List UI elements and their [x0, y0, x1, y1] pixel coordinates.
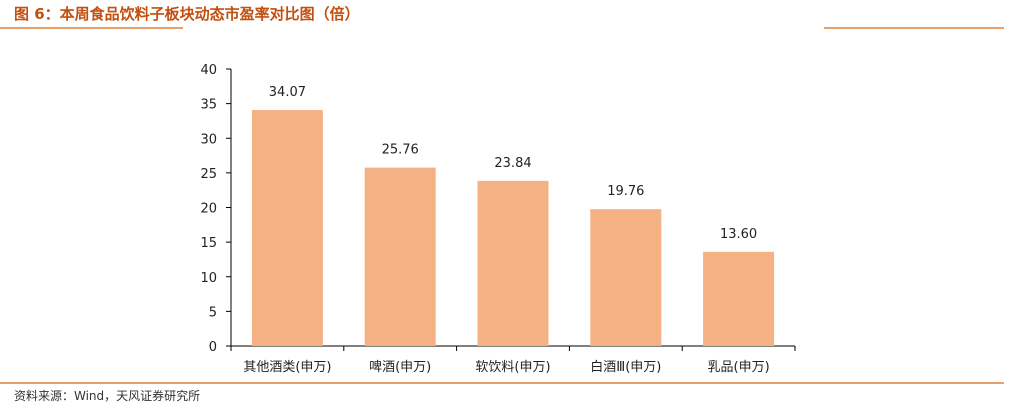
footer-rule	[0, 382, 1004, 384]
source-note: 资料来源：Wind，天风证券研究所	[14, 389, 201, 403]
bar	[477, 180, 549, 346]
bar	[251, 110, 323, 346]
data-label: 23.84	[494, 156, 531, 171]
y-tick-label: 25	[200, 167, 217, 182]
title-underline-left	[0, 27, 183, 29]
data-label: 19.76	[607, 184, 644, 199]
x-tick-label: 啤酒(申万)	[369, 360, 431, 375]
y-tick-label: 30	[200, 132, 217, 147]
x-tick-label: 软饮料(申万)	[475, 360, 550, 375]
y-tick-label: 40	[200, 63, 217, 78]
title-underline-right	[824, 27, 1004, 29]
bar	[590, 209, 662, 346]
data-label: 13.60	[720, 227, 757, 242]
data-label: 34.07	[269, 85, 306, 100]
x-tick-label: 乳品(申万)	[708, 360, 770, 375]
data-label: 25.76	[382, 143, 419, 158]
bar	[364, 167, 436, 346]
figure-title: 图 6：本周食品饮料子板块动态市盈率对比图（倍）	[14, 5, 360, 23]
y-tick-label: 5	[209, 305, 217, 320]
y-tick-label: 0	[209, 340, 217, 355]
x-tick-label: 白酒Ⅲ(申万)	[590, 359, 661, 375]
y-tick-label: 20	[200, 202, 217, 217]
y-tick-label: 10	[200, 271, 217, 286]
x-tick-label: 其他酒类(申万)	[243, 360, 331, 375]
y-tick-label: 35	[200, 98, 217, 113]
bar	[703, 251, 775, 346]
y-tick-label: 15	[200, 236, 217, 251]
